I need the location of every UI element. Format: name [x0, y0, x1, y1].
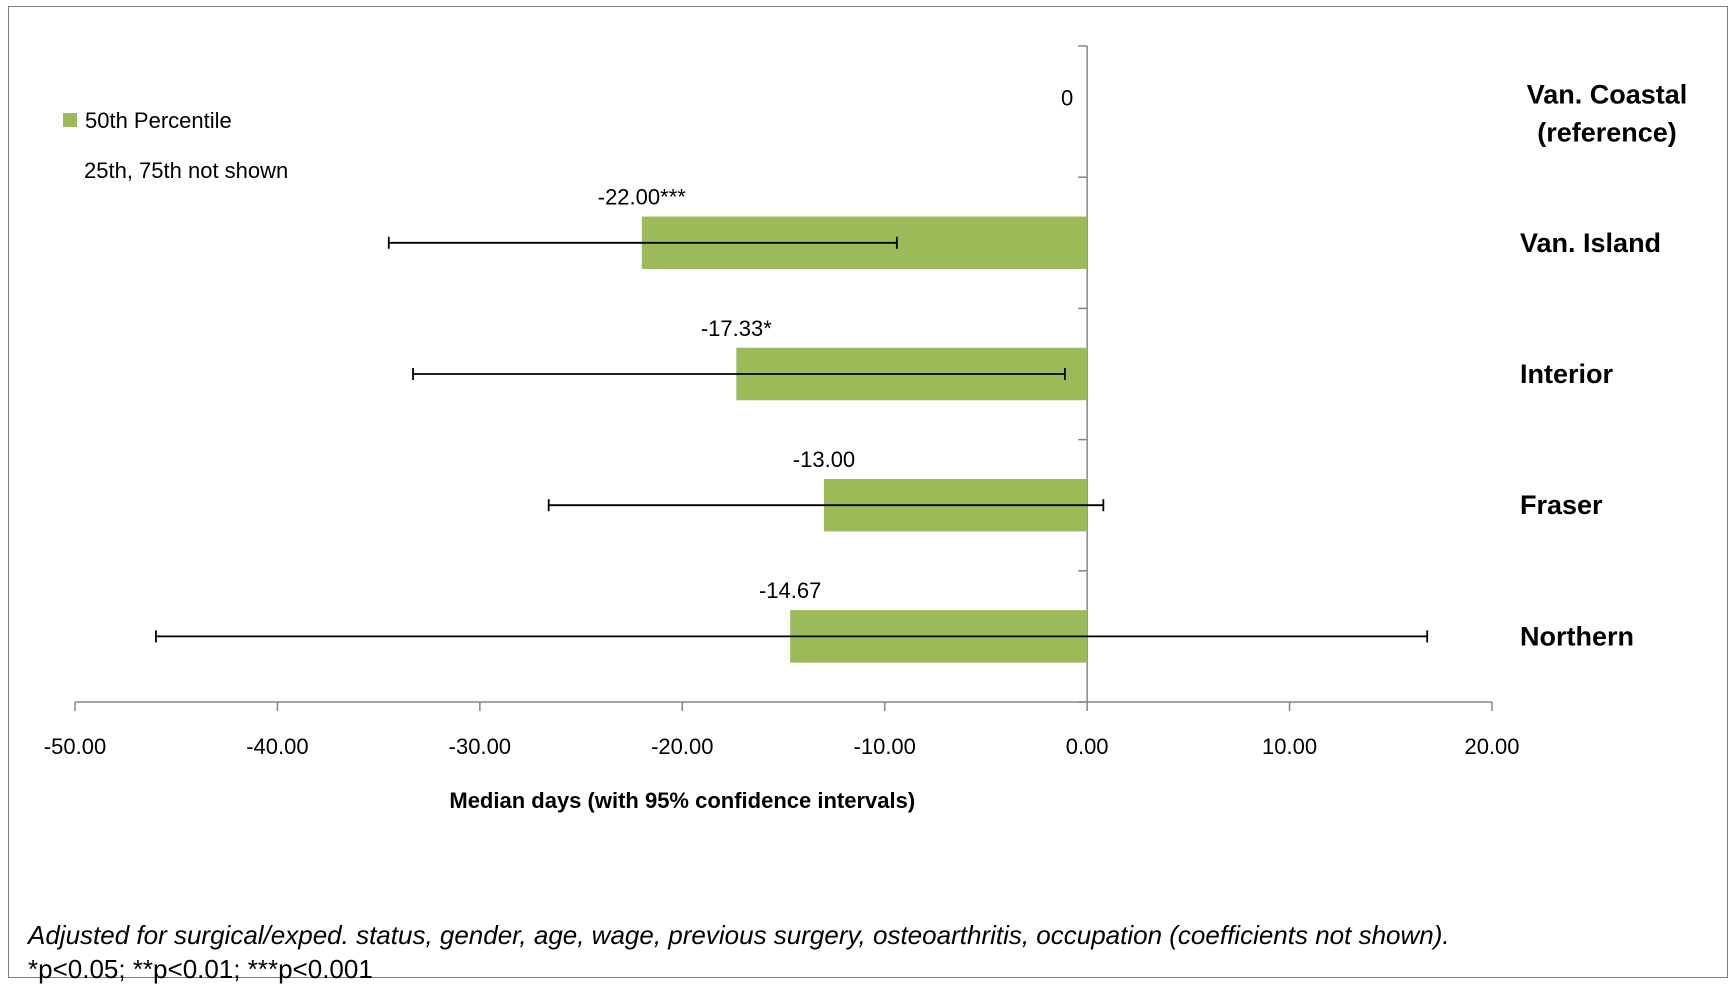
category-label: Fraser	[1520, 490, 1603, 520]
category-label: Interior	[1520, 359, 1614, 389]
x-tick-label: -10.00	[854, 734, 916, 759]
category-label: Northern	[1520, 621, 1634, 651]
footnote-pvalues: *p<0.05; **p<0.01; ***p<0.001	[28, 954, 373, 984]
data-label: -14.67	[759, 578, 821, 603]
data-label: 0	[1061, 86, 1073, 111]
category-label: Van. Island	[1520, 228, 1661, 258]
x-tick-label: -50.00	[44, 734, 106, 759]
legend-swatch	[63, 113, 77, 127]
x-tick-label: -30.00	[449, 734, 511, 759]
data-label: -22.00***	[598, 185, 687, 210]
category-label: Van. Coastal (reference)	[1527, 80, 1688, 148]
legend-entry: 50th Percentile	[85, 108, 232, 133]
legend-note: 25th, 75th not shown	[84, 158, 288, 183]
x-tick-label: 10.00	[1262, 734, 1317, 759]
x-tick-label: -40.00	[246, 734, 308, 759]
x-tick-label: 0.00	[1066, 734, 1109, 759]
data-label: -13.00	[793, 447, 855, 472]
x-tick-label: 20.00	[1464, 734, 1519, 759]
data-label: -17.33*	[701, 316, 772, 341]
footnote-adjusted: Adjusted for surgical/exped. status, gen…	[28, 920, 1450, 950]
x-tick-label: -20.00	[651, 734, 713, 759]
x-axis-title: Median days (with 95% confidence interva…	[449, 788, 915, 813]
